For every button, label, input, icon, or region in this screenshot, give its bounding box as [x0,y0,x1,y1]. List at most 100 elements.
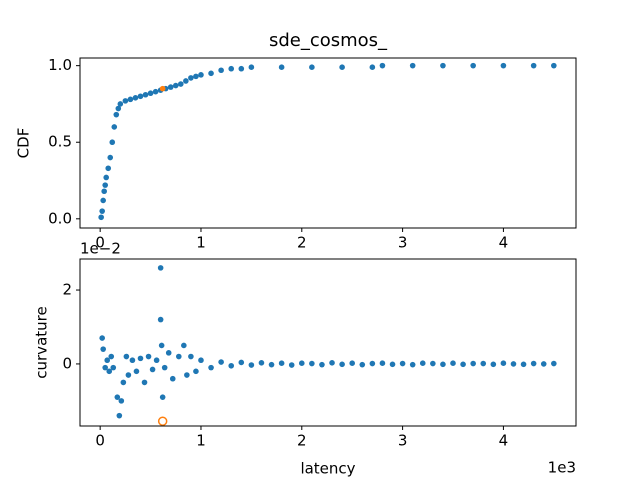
y-tick-label: 1.0 [48,56,72,74]
data-point [218,359,224,365]
data-point [339,64,345,70]
data-point [188,353,194,360]
y-tick-label: 0.0 [48,209,72,227]
data-point [104,357,111,364]
x-tick-label: 3 [398,432,408,450]
data-point [103,174,110,181]
data-point [132,95,139,101]
data-point [319,361,325,368]
x-tick-label: 0 [95,432,105,450]
data-point [193,368,199,375]
data-point [137,93,144,100]
data-point [238,359,245,366]
y-tick-label: 0.5 [48,133,72,151]
data-point [208,70,214,77]
y-tick-label: 2 [62,281,72,299]
data-point [198,72,204,78]
data-point [520,361,527,368]
data-point [440,62,446,69]
data-point [510,361,517,367]
data-point [470,360,476,367]
y-axis-label: curvature [33,306,51,378]
data-point [145,353,152,360]
data-point [329,360,335,366]
data-point [309,360,315,367]
data-point [470,62,476,69]
axes-frame [79,258,577,427]
x-tick-label: 1 [196,432,206,450]
data-point [460,361,466,368]
data-point [540,361,547,367]
data-point [500,62,507,69]
data-point [208,364,214,371]
data-point [165,350,172,356]
data-point [109,139,116,146]
data-point [99,335,105,341]
y-axis-label: CDF [15,128,33,159]
data-point [228,65,235,72]
data-point [161,364,168,371]
data-point [157,265,164,271]
data-point [188,75,194,81]
data-point [102,182,109,188]
data-point [419,360,426,366]
data-point [500,360,507,366]
data-point [102,364,109,371]
data-point [99,208,105,214]
data-point [450,360,456,366]
data-point [490,361,497,368]
data-point [123,353,130,360]
data-point [218,67,224,74]
data-point [153,357,160,364]
data-point [228,362,235,369]
data-point [111,124,118,130]
x-tick-label: 2 [297,432,307,450]
data-point [238,65,245,72]
data-point [105,165,112,172]
data-point [169,375,176,382]
data-point [158,342,165,349]
data-point [288,362,295,368]
data-point [113,111,120,118]
data-point [115,105,122,112]
data-point [114,394,121,400]
data-point [100,346,106,352]
data-point [551,360,557,367]
data-point [157,416,168,426]
data-point [369,64,376,70]
data-point [107,154,114,161]
data-point [178,81,184,87]
x-tick-label: 4 [499,432,509,450]
data-point [133,368,140,375]
data-point [359,361,366,368]
data-point [530,62,537,69]
data-point [147,90,154,97]
data-point [258,360,265,366]
data-point [298,360,305,366]
data-point [440,361,446,368]
y-tick-label: 0 [62,354,72,372]
data-point [141,379,148,386]
axes-frame [79,57,577,229]
data-point [125,372,132,378]
data-point [349,360,355,366]
y-offset-label: 1e−2 [80,240,121,258]
data-point [193,73,199,80]
data-point [399,360,406,367]
data-point [110,364,117,371]
data-point [122,98,129,104]
data-point [108,353,115,360]
data-point [167,84,174,90]
data-point [339,361,345,368]
data-point [480,360,487,367]
data-point [120,379,127,386]
data-point [409,361,416,368]
data-point [159,394,166,400]
data-point [248,64,255,70]
data-point [157,316,164,323]
x-offset-label: 1e3 [548,459,576,477]
data-point [198,357,204,364]
data-point [172,82,179,89]
x-tick-label: 3 [398,234,408,252]
